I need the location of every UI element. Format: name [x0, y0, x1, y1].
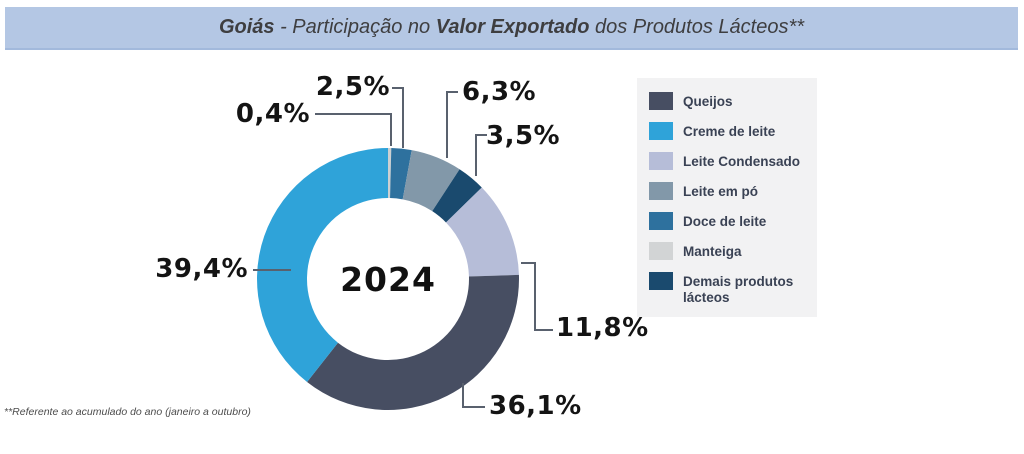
legend-label: Demais produtos lácteos — [683, 274, 794, 305]
title-text-1: - Participação no — [274, 16, 436, 38]
pie-slice-leite-em-po — [402, 150, 460, 212]
donut-slices — [257, 147, 520, 411]
pie-slice-queijos — [307, 274, 520, 411]
legend-item: Manteiga — [649, 242, 807, 260]
pct-label-leite-condensado: 11,8% — [556, 313, 649, 343]
chart-title-bar: Goiás - Participação no Valor Exportado … — [5, 7, 1018, 50]
callout-queijos — [462, 383, 485, 408]
callout-leite-condensado — [521, 262, 553, 331]
title-emphasis: Valor Exportado — [435, 16, 590, 38]
legend-swatch-demais-produtos — [649, 272, 673, 290]
legend-label: Manteiga — [683, 244, 742, 259]
title-text-2: dos Produtos Lácteos** — [589, 16, 805, 38]
legend-swatch-manteiga — [649, 242, 673, 260]
callout-manteiga — [315, 113, 392, 146]
callout-leite-em-po — [446, 91, 458, 158]
pie-slice-leite-condensado — [445, 187, 519, 277]
legend-swatch-doce-de-leite — [649, 212, 673, 230]
pct-label-queijos: 36,1% — [489, 391, 582, 421]
legend-item: Leite Condensado — [649, 152, 807, 170]
legend-item: Demais produtos lácteos — [649, 272, 807, 305]
callout-demais-produtos — [475, 134, 487, 176]
legend-item: Creme de leite — [649, 122, 807, 140]
legend-item: Leite em pó — [649, 182, 807, 200]
legend: Queijos Creme de leite Leite Condensado … — [637, 78, 817, 318]
legend-item: Doce de leite — [649, 212, 807, 230]
legend-label: Creme de leite — [683, 124, 776, 139]
legend-swatch-leite-condensado — [649, 152, 673, 170]
legend-label: Leite em pó — [683, 184, 759, 199]
legend-label: Doce de leite — [683, 214, 767, 229]
pct-label-manteiga: 0,4% — [235, 99, 310, 129]
pct-label-creme-de-leite: 39,4% — [155, 254, 248, 284]
footnote: **Referente ao acumulado do ano (janeiro… — [4, 406, 251, 418]
legend-item: Queijos — [649, 92, 807, 110]
legend-label: Leite Condensado — [683, 154, 801, 169]
pct-label-demais-produtos: 3,5% — [486, 121, 561, 151]
legend-label: Queijos — [683, 94, 733, 109]
pie-slice-creme-de-leite — [257, 148, 388, 382]
donut-center-year: 2024 — [340, 260, 436, 299]
callout-lines — [253, 87, 553, 408]
pct-label-leite-em-po: 6,3% — [462, 77, 537, 107]
legend-swatch-leite-em-po — [649, 182, 673, 200]
pie-slice-doce-de-leite — [390, 148, 412, 200]
legend-swatch-creme-de-leite — [649, 122, 673, 140]
title-region: Goiás — [218, 16, 275, 38]
callout-doce-de-leite — [392, 87, 404, 148]
legend-swatch-queijos — [649, 92, 673, 110]
pct-label-doce-de-leite: 2,5% — [315, 72, 390, 102]
pie-slice-manteiga — [388, 147, 392, 199]
pie-slice-demais-produtos-lacteos — [432, 169, 482, 223]
